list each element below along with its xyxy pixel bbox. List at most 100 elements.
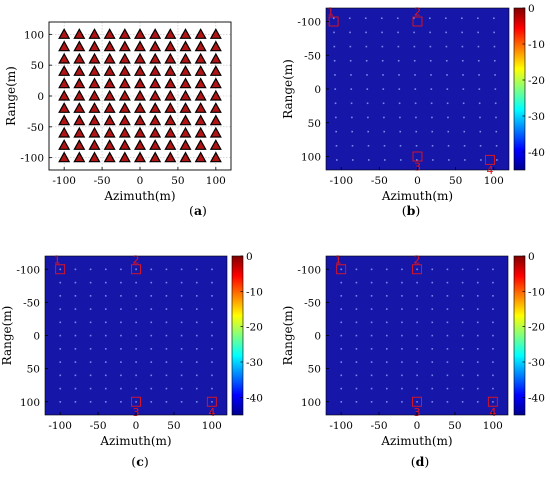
target-point (59, 361, 62, 363)
target-marker-box (412, 396, 422, 407)
target-point (74, 374, 77, 377)
target-triangle (58, 126, 71, 138)
target-marker-number: 2 (414, 6, 421, 19)
y-tick-label: 50 (308, 118, 321, 130)
target-point (135, 374, 137, 377)
target-point (492, 308, 494, 310)
y-tick-label: -50 (304, 297, 321, 309)
target-point (461, 348, 464, 350)
y-tick-label: -100 (297, 264, 321, 276)
target-point (385, 308, 388, 310)
target-point (335, 159, 338, 161)
y-axis-label: Range(m) (281, 59, 295, 119)
colorbar-tick-label: -20 (246, 322, 263, 334)
target-point (195, 321, 198, 324)
target-point (495, 116, 497, 119)
target-point (135, 361, 137, 363)
target-triangle (73, 151, 86, 163)
target-point (461, 59, 464, 62)
target-point (211, 295, 213, 297)
colorbar-tick-label: -40 (246, 392, 263, 404)
target-point (461, 401, 464, 403)
target-point (150, 321, 153, 324)
target-triangle (179, 40, 192, 52)
target-point (180, 348, 183, 350)
target-point (477, 31, 479, 34)
target-triangle (133, 114, 147, 126)
target-point (461, 387, 464, 390)
target-triangle (118, 151, 131, 163)
panel-label-letter: a (194, 203, 202, 218)
x-tick-label: 50 (449, 175, 462, 187)
target-point (89, 334, 92, 337)
target-point (211, 361, 213, 363)
target-triangle (209, 28, 222, 39)
target-point (492, 321, 494, 324)
target-triangle (194, 65, 207, 76)
target-point (74, 387, 77, 390)
colorbar-tick-label: 0 (528, 3, 535, 15)
target-triangle (103, 89, 116, 101)
target-triangle (73, 102, 86, 113)
target-point (370, 401, 373, 403)
target-triangle (179, 102, 192, 113)
target-point (382, 102, 385, 105)
target-triangle (103, 139, 116, 150)
target-triangle (194, 102, 207, 113)
target-point (476, 361, 479, 363)
target-point (349, 45, 352, 48)
target-point (120, 281, 122, 284)
target-triangle (194, 77, 207, 89)
target-point (59, 387, 62, 390)
target-point (211, 308, 213, 310)
x-tick-label: 100 (202, 420, 222, 432)
target-point (120, 321, 122, 324)
target-marker-number: 1 (335, 253, 342, 266)
target-point (431, 334, 434, 337)
target-point (165, 281, 168, 284)
target-point (340, 334, 343, 337)
target-point (401, 348, 403, 350)
target-point (461, 281, 464, 284)
target-point (463, 145, 466, 147)
target-point (398, 74, 400, 76)
target-point (211, 321, 213, 324)
y-tick-label: -50 (27, 122, 44, 134)
x-tick-label: 100 (206, 175, 226, 187)
target-point (340, 295, 343, 297)
target-point (211, 401, 213, 403)
target-marker-box (131, 264, 141, 275)
target-point (89, 321, 92, 324)
target-point (446, 102, 449, 105)
target-point (429, 31, 431, 34)
target-point (476, 348, 479, 350)
y-tick-label: 50 (31, 60, 44, 72)
target-triangle (164, 89, 177, 101)
target-point (59, 334, 62, 337)
colorbar-tick-label: -10 (246, 286, 263, 298)
target-point (120, 295, 122, 297)
target-triangle (194, 52, 207, 64)
target-point (367, 116, 369, 119)
target-point (401, 387, 403, 390)
target-point (384, 159, 386, 161)
target-triangle (88, 65, 101, 76)
target-point (340, 308, 343, 310)
target-point (382, 74, 384, 76)
target-point (150, 281, 153, 284)
target-point (355, 334, 358, 337)
target-point (431, 361, 434, 363)
target-point (370, 295, 373, 297)
target-triangle (194, 28, 207, 39)
target-point (165, 374, 168, 377)
colorbar (513, 7, 526, 171)
target-triangle (209, 52, 222, 64)
target-triangle (58, 89, 71, 101)
y-tick-label: 100 (20, 397, 40, 409)
target-point (180, 374, 183, 377)
panel-label: (c) (131, 454, 148, 469)
target-point (59, 401, 62, 403)
target-point (397, 45, 400, 48)
target-point (492, 401, 494, 403)
target-triangle (73, 77, 86, 89)
